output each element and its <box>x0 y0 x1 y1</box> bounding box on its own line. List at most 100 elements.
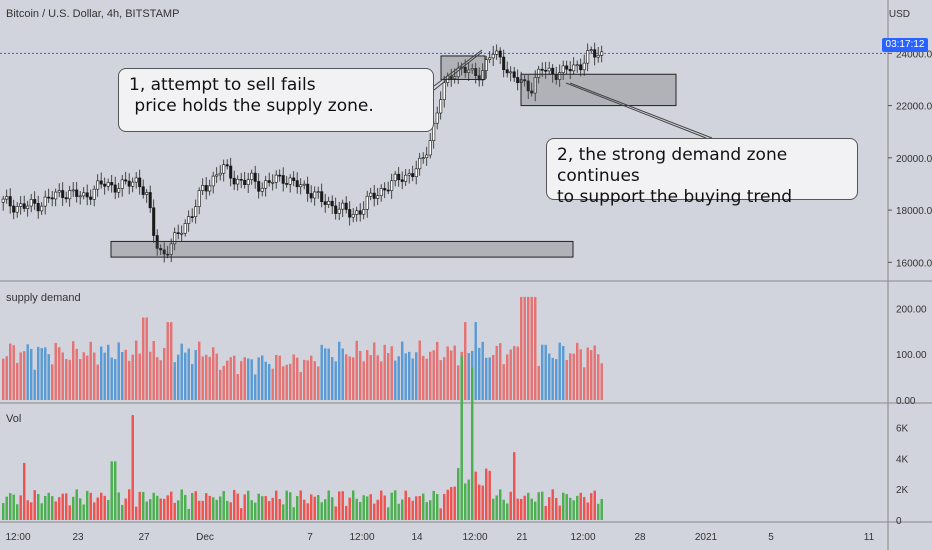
sd-bar <box>240 361 243 400</box>
volume-bar <box>376 499 379 520</box>
sd-bar <box>306 360 309 400</box>
volume-bar <box>289 492 292 520</box>
volume-bar <box>44 495 47 520</box>
volume-bar <box>306 503 309 520</box>
volume-tick-label: 6K <box>896 423 909 434</box>
candle <box>194 206 198 217</box>
candle <box>89 196 93 200</box>
candle <box>176 232 180 235</box>
volume-bar <box>68 505 71 520</box>
candle <box>278 174 282 177</box>
symbol-title[interactable]: Bitcoin / U.S. Dollar, 4h, BITSTAMP <box>6 8 180 20</box>
sd-bar <box>117 342 120 400</box>
candle <box>166 253 170 256</box>
sd-bar <box>278 355 281 400</box>
sd-bar <box>464 322 467 400</box>
volume-bar <box>380 490 383 520</box>
candle <box>271 181 275 184</box>
candle <box>1 198 5 203</box>
sd-bar <box>537 365 540 400</box>
sd-bar <box>569 353 572 400</box>
sd-bar <box>474 322 477 400</box>
sd-bar <box>418 340 421 400</box>
candle <box>246 179 250 185</box>
candle <box>348 209 352 218</box>
sd-bar <box>271 368 274 400</box>
sd-bar <box>96 364 99 400</box>
sd-bar <box>170 322 173 400</box>
candle <box>19 203 23 207</box>
candle <box>453 76 457 79</box>
sd-bar <box>401 341 404 400</box>
candle <box>85 192 89 198</box>
sd-bar <box>275 354 278 400</box>
callout-pointer <box>565 82 707 139</box>
candle <box>215 174 219 177</box>
candle <box>568 68 572 72</box>
volume-label: Vol <box>6 413 22 425</box>
volume-bar <box>492 498 495 520</box>
sd-bar <box>180 343 183 400</box>
sd-bar <box>502 364 505 400</box>
volume-bar <box>541 491 544 520</box>
volume-bar <box>110 461 113 520</box>
sd-bar <box>40 348 43 400</box>
sd-bar <box>191 364 194 400</box>
zone-base <box>110 240 574 258</box>
candle <box>250 172 254 180</box>
sd-bar <box>58 347 61 400</box>
price-tick-label: 22000.00 <box>896 102 932 113</box>
candle <box>334 205 338 214</box>
sd-bar <box>37 346 40 400</box>
volume-bar <box>23 462 26 520</box>
volume-bar <box>520 498 523 520</box>
sd-bar <box>373 342 376 400</box>
sd-bar <box>296 357 299 400</box>
sd-bar <box>513 346 516 400</box>
candle <box>372 192 376 199</box>
volume-bar <box>184 494 187 520</box>
sd-bar <box>583 367 586 400</box>
sd-bar <box>26 344 29 400</box>
sd-bar <box>5 356 8 400</box>
sd-bar <box>194 350 197 400</box>
sd-bar <box>369 355 372 400</box>
candle <box>236 178 240 185</box>
candle <box>96 180 100 190</box>
candle <box>320 191 324 202</box>
sd-bar <box>299 372 302 400</box>
sd-bar <box>436 341 439 400</box>
candle <box>124 179 128 182</box>
sd-bar <box>229 357 232 400</box>
sd-bar <box>257 357 260 400</box>
volume-bar <box>394 490 397 520</box>
sd-bar <box>345 354 348 400</box>
volume-bar <box>135 506 138 520</box>
sd-bar <box>324 348 327 400</box>
volume-bar <box>387 507 390 520</box>
sd-bar <box>282 366 285 400</box>
volume-bar <box>450 487 453 520</box>
price-tick-label: 18000.00 <box>896 206 932 217</box>
sd-bar <box>51 364 54 400</box>
volume-bar <box>96 497 99 520</box>
candle <box>281 175 285 184</box>
sd-bar <box>313 361 316 400</box>
candle <box>201 185 205 191</box>
sd-bar <box>65 359 68 400</box>
volume-bar <box>597 503 600 520</box>
volume-bar <box>159 498 162 520</box>
time-tick-label: 7 <box>307 532 313 543</box>
candle <box>169 243 173 255</box>
volume-bar <box>12 494 15 520</box>
time-tick-label: 12:00 <box>349 532 374 543</box>
volume-bar <box>439 508 442 520</box>
volume-bar <box>324 499 327 520</box>
volume-bar <box>117 492 120 520</box>
sd-bar <box>233 355 236 400</box>
sd-bar <box>19 352 22 400</box>
volume-bar <box>474 471 477 520</box>
sd-bar <box>54 342 57 400</box>
volume-bar <box>26 500 29 520</box>
volume-bar <box>47 492 50 520</box>
